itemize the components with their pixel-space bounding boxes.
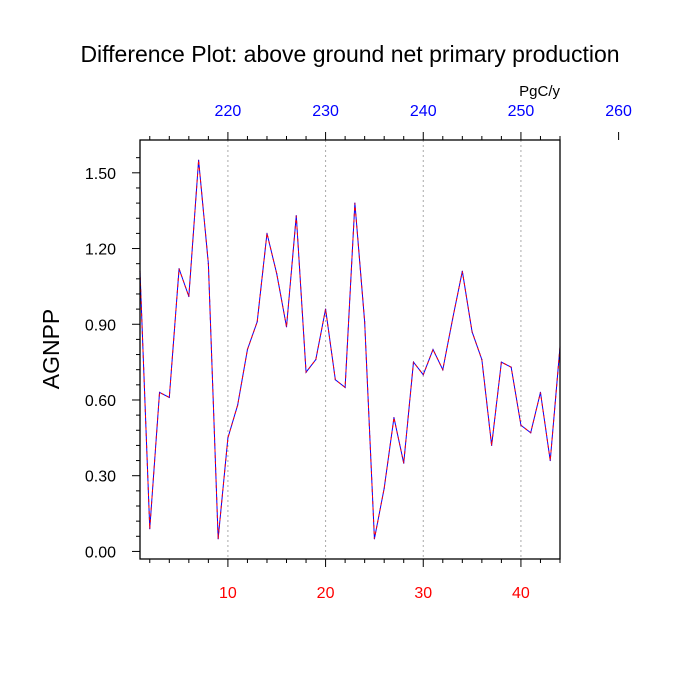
data-point [285,326,288,328]
x-tick-label: 20 [317,585,335,602]
data-point [305,371,307,373]
data-point [393,417,395,419]
data-point [471,331,473,333]
data-point [344,386,346,388]
data-point [334,379,336,381]
top-x-tick-label: 220 [215,103,242,120]
data-point [442,369,444,371]
data-point [158,391,161,394]
data-series [139,159,561,540]
data-point [373,538,376,540]
data-point [354,202,356,204]
units-label: PgC/y [519,83,560,100]
data-point [481,358,483,361]
data-point [451,318,454,320]
y-tick-label: 0.00 [85,544,116,561]
data-point [422,374,424,376]
data-point [237,404,239,406]
y-tick-label: 0.90 [85,317,116,334]
grid-lines [227,140,522,559]
data-point [168,396,170,399]
top-x-tick-label: 230 [312,103,339,120]
axes: 10 20 30 40 220 230 240 250 260 0.00 0.30 0.60 0.90 1… [85,103,632,602]
data-point [276,273,278,275]
data-point [324,308,327,310]
y-tick-label: 1.50 [85,166,116,183]
series-line-red [139,160,561,539]
data-point [491,444,493,447]
data-point [227,437,229,439]
data-point [217,538,219,540]
data-point [246,348,249,351]
top-x-tick-label: 240 [410,103,437,120]
data-point [383,487,385,489]
data-point [520,424,522,426]
data-point [364,321,366,323]
data-point [403,462,405,464]
series-line-blue [139,160,561,539]
data-point [295,215,297,217]
data-point [207,263,209,265]
y-tick-label: 0.30 [85,469,116,486]
data-point [178,268,180,270]
data-point [461,270,463,272]
x-tick-label: 40 [512,585,530,602]
data-point [256,321,258,323]
top-x-tick-label: 250 [508,103,535,120]
data-point [530,432,532,434]
chart-title: Difference Plot: above ground net primar… [80,41,619,67]
data-point [500,361,502,363]
data-point [149,528,151,530]
top-x-tick-label: 260 [605,103,632,120]
y-tick-label: 0.60 [85,393,116,410]
x-tick-label: 30 [414,585,432,602]
y-axis-label: AGNPP [38,309,64,390]
plot-frame [139,139,561,560]
data-point [510,366,512,368]
data-point [539,391,542,394]
data-point [315,358,317,361]
x-tick-label: 10 [219,585,237,602]
y-tick-label: 1.20 [85,242,116,259]
data-point [188,295,190,298]
data-point [412,361,415,363]
data-point [432,348,434,351]
data-point [266,232,268,234]
data-point [549,459,551,462]
data-point [198,159,200,161]
